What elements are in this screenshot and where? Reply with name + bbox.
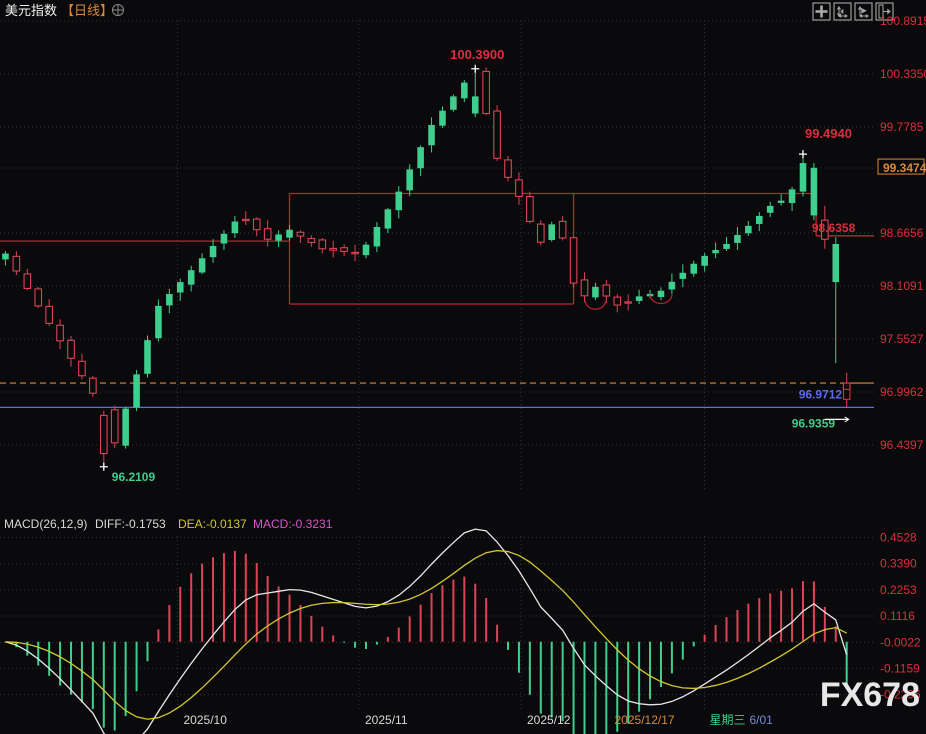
svg-text:DIFF:-0.1753: DIFF:-0.1753 xyxy=(95,517,166,531)
svg-text:0.3390: 0.3390 xyxy=(880,557,917,571)
svg-text:-0.0022: -0.0022 xyxy=(880,635,921,649)
svg-text:96.4397: 96.4397 xyxy=(880,438,924,452)
svg-text:96.9712: 96.9712 xyxy=(799,387,843,401)
svg-text:96.9962: 96.9962 xyxy=(880,385,924,399)
svg-text:2025/12/17: 2025/12/17 xyxy=(615,713,675,727)
svg-text:100.3350: 100.3350 xyxy=(880,67,926,81)
svg-text:99.3474: 99.3474 xyxy=(883,161,926,175)
svg-text:99.4940: 99.4940 xyxy=(805,126,852,141)
svg-text:98.6656: 98.6656 xyxy=(880,226,924,240)
svg-text:美元指数: 美元指数 xyxy=(5,3,57,18)
svg-text:2025/12: 2025/12 xyxy=(527,713,571,727)
svg-text:97.5527: 97.5527 xyxy=(880,332,924,346)
svg-text:98.1091: 98.1091 xyxy=(880,279,924,293)
svg-text:FX678: FX678 xyxy=(820,676,920,714)
svg-text:MACD(26,12,9): MACD(26,12,9) xyxy=(4,517,87,531)
svg-text:6/01: 6/01 xyxy=(750,713,774,727)
svg-text:99.7785: 99.7785 xyxy=(880,120,924,134)
svg-text:2025/10: 2025/10 xyxy=(184,713,228,727)
svg-text:DEA:-0.0137: DEA:-0.0137 xyxy=(178,517,247,531)
svg-text:2025/11: 2025/11 xyxy=(365,713,408,727)
svg-text:96.2109: 96.2109 xyxy=(112,470,156,484)
svg-text:100.8915: 100.8915 xyxy=(880,14,926,28)
svg-text:96.9359: 96.9359 xyxy=(792,416,836,430)
svg-text:0.4528: 0.4528 xyxy=(880,531,917,545)
svg-text:MACD:-0.3231: MACD:-0.3231 xyxy=(253,517,333,531)
svg-text:0.2253: 0.2253 xyxy=(880,583,917,597)
svg-text:【日线】: 【日线】 xyxy=(61,3,113,18)
svg-text:100.3900: 100.3900 xyxy=(450,47,504,62)
svg-text:-0.1159: -0.1159 xyxy=(880,661,920,675)
svg-text:0.1116: 0.1116 xyxy=(880,609,915,623)
svg-text:98.6358: 98.6358 xyxy=(812,221,856,235)
svg-text:星期三: 星期三 xyxy=(710,713,746,727)
